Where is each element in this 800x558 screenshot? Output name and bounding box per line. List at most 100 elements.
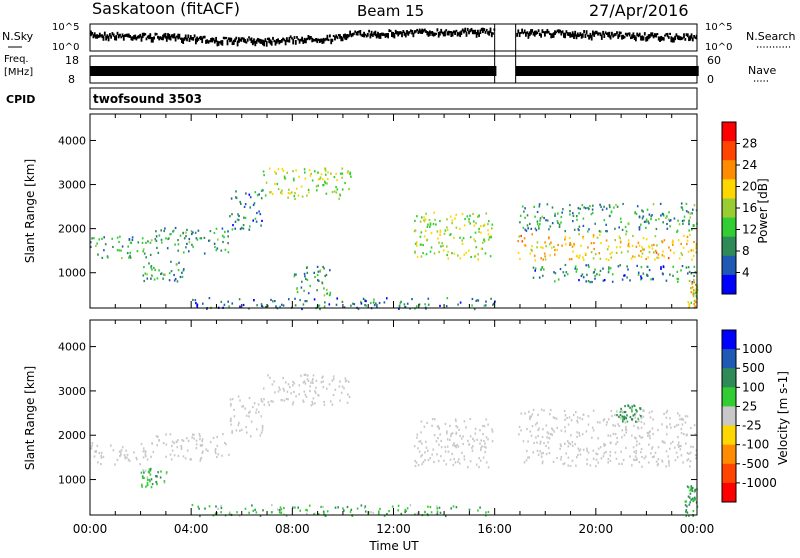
freq-sample <box>251 66 254 76</box>
noise-sample <box>585 30 588 35</box>
echo-cell <box>279 506 282 509</box>
echo-cell <box>158 234 161 237</box>
echo-cell <box>536 220 539 223</box>
echo-cell <box>669 423 671 426</box>
noise-sample <box>603 33 606 38</box>
echo-cell <box>468 218 470 221</box>
echo-cell <box>423 235 426 238</box>
echo-cell <box>249 196 252 199</box>
y-tick-label: 2000 <box>58 223 86 236</box>
freq-sample <box>364 66 366 76</box>
echo-cell <box>164 273 166 276</box>
echo-cell <box>248 396 251 400</box>
noise-sample <box>477 29 479 36</box>
freq-sample <box>280 66 282 76</box>
noise-sample <box>418 28 421 34</box>
echo-cell <box>490 297 492 300</box>
echo-cell <box>246 431 248 434</box>
freq-sample <box>177 66 179 76</box>
echo-cell <box>286 171 288 174</box>
echo-cell <box>605 223 607 226</box>
echo-cell <box>386 512 388 516</box>
echo-cell <box>235 190 237 193</box>
echo-cell <box>605 207 608 210</box>
echo-cell <box>578 212 580 215</box>
echo-cell <box>423 216 425 219</box>
echo-cell <box>539 450 541 453</box>
echo-cell <box>334 388 337 391</box>
echo-cell <box>177 269 180 272</box>
freq-sample <box>581 66 584 76</box>
echo-cell <box>647 434 649 437</box>
echo-cell <box>452 444 454 447</box>
echo-cell <box>578 225 581 228</box>
freq-sample <box>447 66 449 76</box>
freq-sample <box>536 66 538 76</box>
noise-sample <box>646 35 649 42</box>
echo-cell <box>141 241 144 244</box>
echo-cell <box>323 287 325 290</box>
x-tick-label: 12:00 <box>376 522 411 536</box>
echo-cell <box>564 263 567 267</box>
echo-cell <box>688 223 690 226</box>
echo-cell <box>682 461 684 464</box>
echo-cell <box>484 451 486 454</box>
noise-sample <box>423 28 426 32</box>
echo-cell <box>553 416 556 420</box>
echo-cell <box>471 446 473 449</box>
echo-cell <box>233 415 236 418</box>
echo-cell <box>593 242 595 245</box>
noise-sample <box>368 29 370 33</box>
noise-sample <box>612 34 615 38</box>
echo-cell <box>663 255 665 258</box>
freq-sample <box>245 66 248 76</box>
echo-cell <box>248 415 250 418</box>
echo-cell <box>440 439 442 442</box>
echo-cell <box>462 442 464 446</box>
echo-cell <box>689 212 691 215</box>
noise-sample <box>169 35 172 41</box>
echo-cell <box>172 229 175 232</box>
echo-cell <box>316 273 319 277</box>
power-y-label: Slant Range [km] <box>23 159 37 263</box>
echo-cell <box>488 236 491 239</box>
echo-cell <box>438 427 440 430</box>
echo-cell <box>231 228 234 231</box>
echo-cell <box>646 273 648 276</box>
echo-cell <box>240 226 243 229</box>
echo-cell <box>479 459 482 462</box>
echo-cell <box>636 440 638 443</box>
freq-sample <box>643 66 646 76</box>
echo-cell <box>231 430 233 433</box>
echo-cell <box>192 433 194 436</box>
echo-cell <box>631 408 633 411</box>
echo-cell <box>622 418 624 421</box>
freq-sample <box>651 66 654 76</box>
freq-sample <box>485 66 488 76</box>
echo-cell <box>281 192 283 195</box>
echo-cell <box>293 382 296 385</box>
echo-cell <box>252 509 255 512</box>
echo-cell <box>413 445 416 448</box>
echo-cell <box>635 449 638 453</box>
echo-cell <box>327 178 329 181</box>
echo-cell <box>536 210 539 214</box>
echo-cell <box>315 185 318 188</box>
freq-sample <box>615 66 617 76</box>
echo-cell <box>690 445 692 448</box>
power-colorbar-tick-label: 8 <box>742 244 750 258</box>
echo-cell <box>473 238 475 241</box>
echo-cell <box>478 214 480 217</box>
freq-sample <box>238 66 241 76</box>
freq-sample <box>459 66 461 76</box>
echo-cell <box>551 246 553 249</box>
echo-cell <box>619 241 622 244</box>
echo-cell <box>526 224 529 227</box>
echo-cell <box>611 251 613 254</box>
echo-cell <box>262 305 264 309</box>
freq-sample <box>352 66 354 76</box>
echo-cell <box>149 473 152 476</box>
noise-sample <box>256 37 259 42</box>
freq-sample <box>473 66 476 76</box>
freq-sample <box>490 66 493 76</box>
